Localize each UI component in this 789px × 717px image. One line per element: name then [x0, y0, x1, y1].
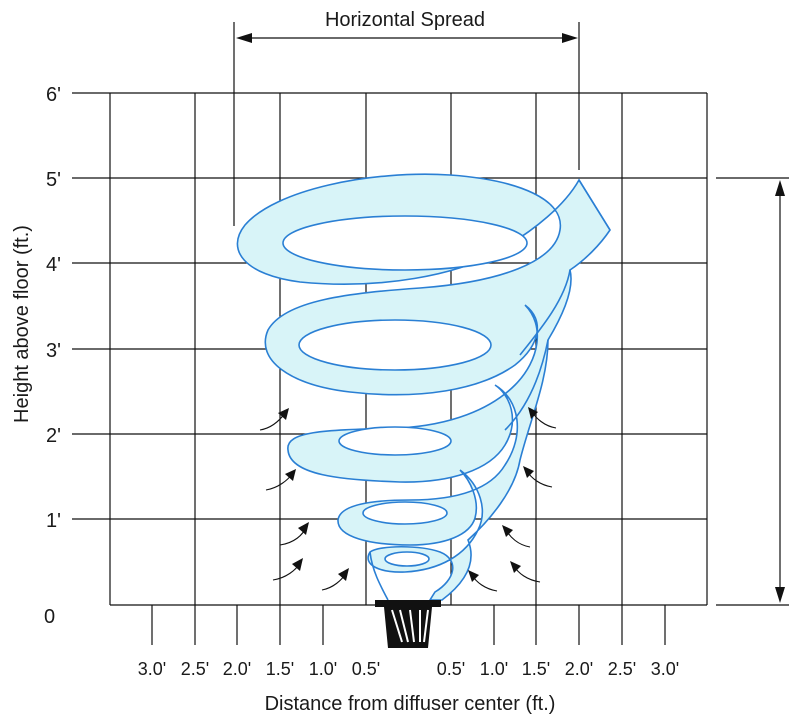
y-tick-label: 2' [46, 425, 61, 447]
x-tick-label: 2.5' [608, 659, 636, 679]
x-tick-label: 3.0' [651, 659, 679, 679]
y-tick-label: 4' [46, 254, 61, 276]
x-tick-label: 1.0' [309, 659, 337, 679]
y-axis-title: Height above floor (ft.) [11, 225, 33, 423]
y-tick-label: 5' [46, 169, 61, 191]
y-axis-ticks: 6' 5' 4' 3' 2' 1' 0 [44, 84, 61, 628]
swirl-diffuser [375, 600, 441, 648]
x-tick-label: 2.0' [565, 659, 593, 679]
y-tick-label: 1' [46, 510, 61, 532]
x-tick-label: 1.0' [480, 659, 508, 679]
x-axis-ticks: 3.0' 2.5' 2.0' 1.5' 1.0' 0.5' 0.5' 1.0' … [138, 659, 679, 679]
y-tick-label: 6' [46, 84, 61, 106]
induction-arrows-right [468, 407, 557, 592]
airflow-swirl [236, 173, 611, 601]
x-tick-label: 3.0' [138, 659, 166, 679]
horizontal-spread-dimension: Horizontal Spread [233, 9, 580, 226]
x-tick-label: 0.5' [437, 659, 465, 679]
x-tick-label: 2.5' [181, 659, 209, 679]
horizontal-spread-label: Horizontal Spread [325, 9, 485, 31]
x-tick-label: 1.5' [266, 659, 294, 679]
x-axis-title: Distance from diffuser center (ft.) [265, 693, 556, 715]
height-dimension [716, 177, 789, 606]
x-tick-label: 1.5' [522, 659, 550, 679]
induction-arrows-left [259, 408, 349, 591]
x-tick-label: 2.0' [223, 659, 251, 679]
x-tick-label: 0.5' [352, 659, 380, 679]
y-tick-label: 3' [46, 340, 61, 362]
y-tick-label: 0 [44, 606, 55, 628]
